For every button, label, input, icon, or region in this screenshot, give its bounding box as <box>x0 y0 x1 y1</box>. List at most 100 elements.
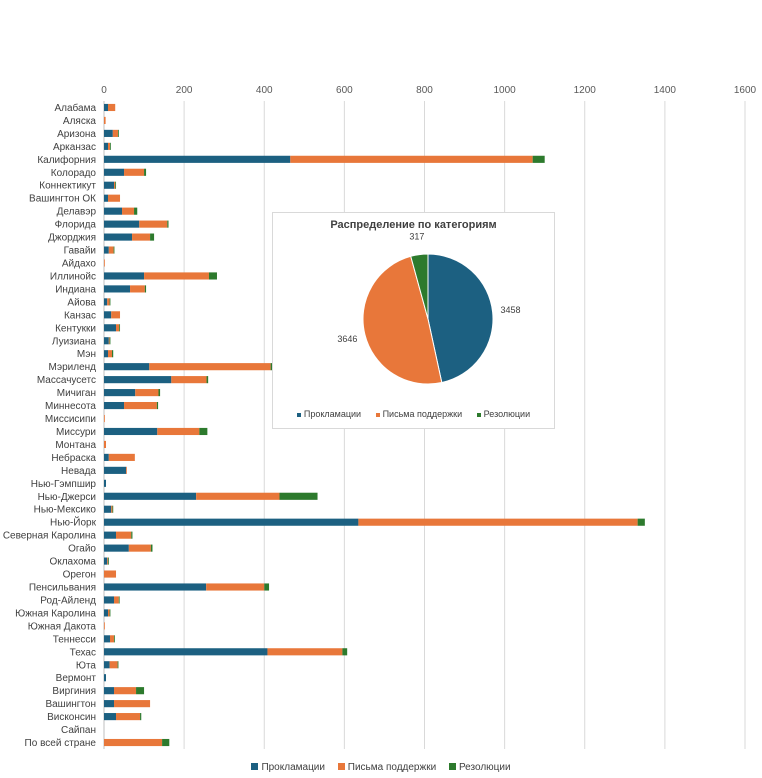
pie-legend-label: Прокламации <box>303 409 362 419</box>
bar-segment <box>108 609 110 617</box>
bar-segment <box>136 687 145 695</box>
x-axis-ticks: 0 200 400 600 800 1000 1200 1400 1600 <box>101 85 756 96</box>
y-category-label: Невада <box>61 466 96 477</box>
bar-segment <box>104 220 140 228</box>
bar-segment <box>104 609 109 617</box>
pie-data-label: 3646 <box>337 334 357 344</box>
main-legend-item: Письма поддержки <box>337 762 437 773</box>
y-category-label: Индиана <box>55 284 96 295</box>
bar-segment <box>109 661 118 669</box>
bar-segment <box>279 492 318 500</box>
bar-segment <box>122 207 135 215</box>
bar-segment <box>104 661 110 669</box>
bar-segment <box>107 557 109 565</box>
x-tick-label: 800 <box>416 85 433 96</box>
bar-segment <box>104 674 107 682</box>
legend-swatch <box>375 412 380 417</box>
bar-segment <box>144 272 209 280</box>
y-category-label: Нью-Мексико <box>34 505 97 516</box>
bar-segment <box>104 233 133 241</box>
main-legend-label: Резолюции <box>458 762 511 773</box>
pie-legend-item: Прокламации <box>296 409 362 419</box>
bar-segment <box>208 272 217 280</box>
y-category-label: Нью-Джерси <box>38 492 96 503</box>
bar-segment <box>206 583 265 591</box>
bar-segment <box>104 207 123 215</box>
y-category-label: Сайпан <box>61 725 96 736</box>
bar-segment <box>131 531 133 539</box>
bar-segment <box>118 596 120 604</box>
bar-segment <box>112 129 119 137</box>
legend-swatch <box>251 762 259 770</box>
x-tick-label: 200 <box>176 85 193 96</box>
bar-segment <box>111 311 121 319</box>
y-category-label: Арканзас <box>53 142 96 153</box>
pie-chart-panel: Распределение по категориям 3458 3646 317 … <box>272 212 555 429</box>
bar-segment <box>140 713 142 721</box>
bar-segment <box>104 259 105 267</box>
main-legend-label: Прокламации <box>261 762 325 773</box>
bar-segment <box>110 635 115 643</box>
bar-segment <box>124 168 145 176</box>
y-category-label: Алабама <box>54 102 96 114</box>
y-category-label: Огайо <box>68 544 96 555</box>
y-category-label: Миннесота <box>45 401 96 412</box>
main-legend-item: Прокламации <box>251 762 325 773</box>
y-category-label: Айова <box>67 297 96 308</box>
bar-segment <box>199 427 208 436</box>
bar-segment <box>104 570 117 578</box>
bar-segment <box>104 466 127 474</box>
pie-data-label: 3458 <box>501 305 521 315</box>
y-category-label: Виргиния <box>52 686 96 697</box>
bar-segment <box>104 324 117 332</box>
bar-segment <box>135 389 159 397</box>
y-category-label: Орегон <box>63 570 96 581</box>
y-category-label: Юта <box>76 660 97 671</box>
y-category-label: Миссури <box>56 427 96 438</box>
main-legend-label: Письма поддержки <box>347 762 437 773</box>
bar-segment <box>115 181 117 189</box>
bar-segment <box>104 246 109 254</box>
bar-segment <box>104 648 268 656</box>
bar-segment <box>104 596 115 604</box>
bar-segment <box>119 324 121 332</box>
y-category-label: Северная Каролина <box>3 531 97 542</box>
pie-slice <box>410 253 429 320</box>
legend-swatch <box>296 412 301 417</box>
bar-segment <box>116 531 132 539</box>
bar-segment <box>167 220 169 228</box>
y-category-label: Род-Айленд <box>40 595 96 606</box>
bar-segment <box>134 207 138 215</box>
y-category-label: Колорадо <box>51 168 97 179</box>
bar-segment <box>126 466 127 474</box>
bar-segment <box>104 440 107 449</box>
bar-segment <box>104 129 113 137</box>
y-category-label: Джорджия <box>48 233 96 244</box>
y-category-label: Кентукки <box>55 323 96 334</box>
x-tick-label: 1400 <box>654 85 677 96</box>
y-category-label: Калифорния <box>37 154 96 166</box>
pie-legend: Прокламации Письма поддержки Резолюции <box>273 409 554 419</box>
y-category-label: Вермонт <box>56 673 97 684</box>
bar-segment <box>158 389 161 397</box>
legend-swatch <box>337 762 345 770</box>
bar-segment <box>196 492 280 500</box>
bar-segment <box>104 285 131 293</box>
bar-segment <box>267 648 343 656</box>
y-category-label: Теннесси <box>53 634 96 645</box>
bar-segment <box>139 220 168 228</box>
bar-segment <box>104 583 207 591</box>
bar-segment <box>206 376 209 384</box>
bar-segment <box>114 700 151 708</box>
bar-segment <box>104 350 109 358</box>
y-category-label: Канзас <box>64 310 96 321</box>
pie-slice <box>427 253 494 384</box>
y-category-label: Флорида <box>55 220 97 231</box>
y-category-label: Массачусетс <box>37 375 96 386</box>
bar-segment <box>104 389 136 397</box>
bar-segment <box>104 155 291 163</box>
y-category-label: По всей стране <box>25 738 97 749</box>
bar-segment <box>107 298 110 306</box>
y-category-label: Луизиана <box>52 336 97 347</box>
stacked-bar-chart: 0 200 400 600 800 1000 1200 1400 1600 Алабама Аля… <box>3 85 757 749</box>
